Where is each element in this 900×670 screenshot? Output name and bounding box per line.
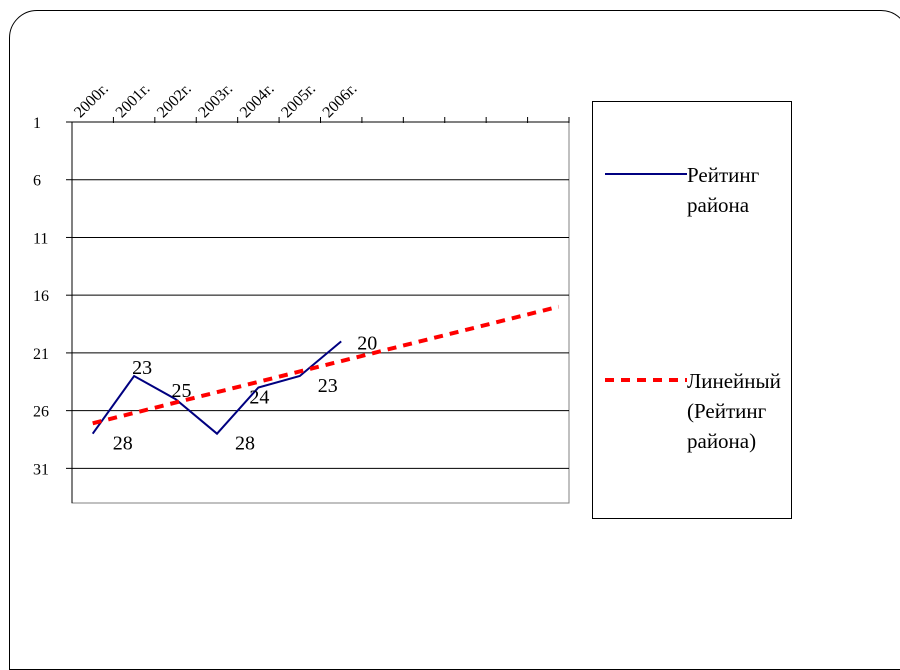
y-tick-label: 6 xyxy=(33,173,41,190)
legend-swatch-dashed-line xyxy=(605,378,687,382)
x-tick-label: 2002г. xyxy=(154,80,195,121)
legend-label-linear-trend: Линейный (Рейтинг района) xyxy=(687,366,781,456)
x-tick-label: 2004г. xyxy=(237,80,278,121)
trendline-linear xyxy=(92,304,560,426)
x-tick-label: 2001г. xyxy=(113,80,154,121)
legend-swatch-solid-line xyxy=(605,173,687,175)
x-tick-label: 2000г. xyxy=(71,80,112,121)
x-axis-ticks xyxy=(112,117,570,123)
legend-label-line: района) xyxy=(687,429,757,453)
legend-label-line: Рейтинг xyxy=(687,163,760,187)
data-label: 24 xyxy=(249,387,269,409)
y-tick-label: 26 xyxy=(33,404,49,421)
legend-label-rating: Рейтинг района xyxy=(687,160,759,220)
data-label: 20 xyxy=(357,332,377,354)
y-tick-label: 16 xyxy=(33,288,49,305)
gridlines xyxy=(66,121,569,469)
legend-label-line: района xyxy=(687,193,750,217)
plot-area xyxy=(71,121,570,504)
legend: Рейтинг района Линейный (Рейтинг района) xyxy=(592,101,792,519)
data-label: 23 xyxy=(318,375,338,397)
x-tick-label: 2005г. xyxy=(278,80,319,121)
data-label: 28 xyxy=(113,433,133,455)
x-axis-tick-labels: 2000г. 2001г. 2002г. 2003г. 2004г. 2005г. 2006… xyxy=(71,80,360,121)
y-tick-label: 21 xyxy=(33,346,49,363)
y-tick-label: 1 xyxy=(33,115,41,132)
series-line-rating xyxy=(91,340,342,436)
x-tick-label: 2003г. xyxy=(195,80,236,121)
legend-label-line: Линейный xyxy=(687,369,781,393)
x-tick-label: 2006г. xyxy=(320,80,361,121)
series-group xyxy=(91,304,560,436)
data-label: 25 xyxy=(172,380,192,402)
y-tick-label: 31 xyxy=(33,461,49,478)
legend-label-line: (Рейтинг xyxy=(687,399,767,423)
data-label: 28 xyxy=(235,433,255,455)
data-labels: 28 23 25 28 24 23 20 xyxy=(113,332,378,454)
y-tick-label: 11 xyxy=(33,230,48,247)
data-label: 23 xyxy=(132,357,152,379)
